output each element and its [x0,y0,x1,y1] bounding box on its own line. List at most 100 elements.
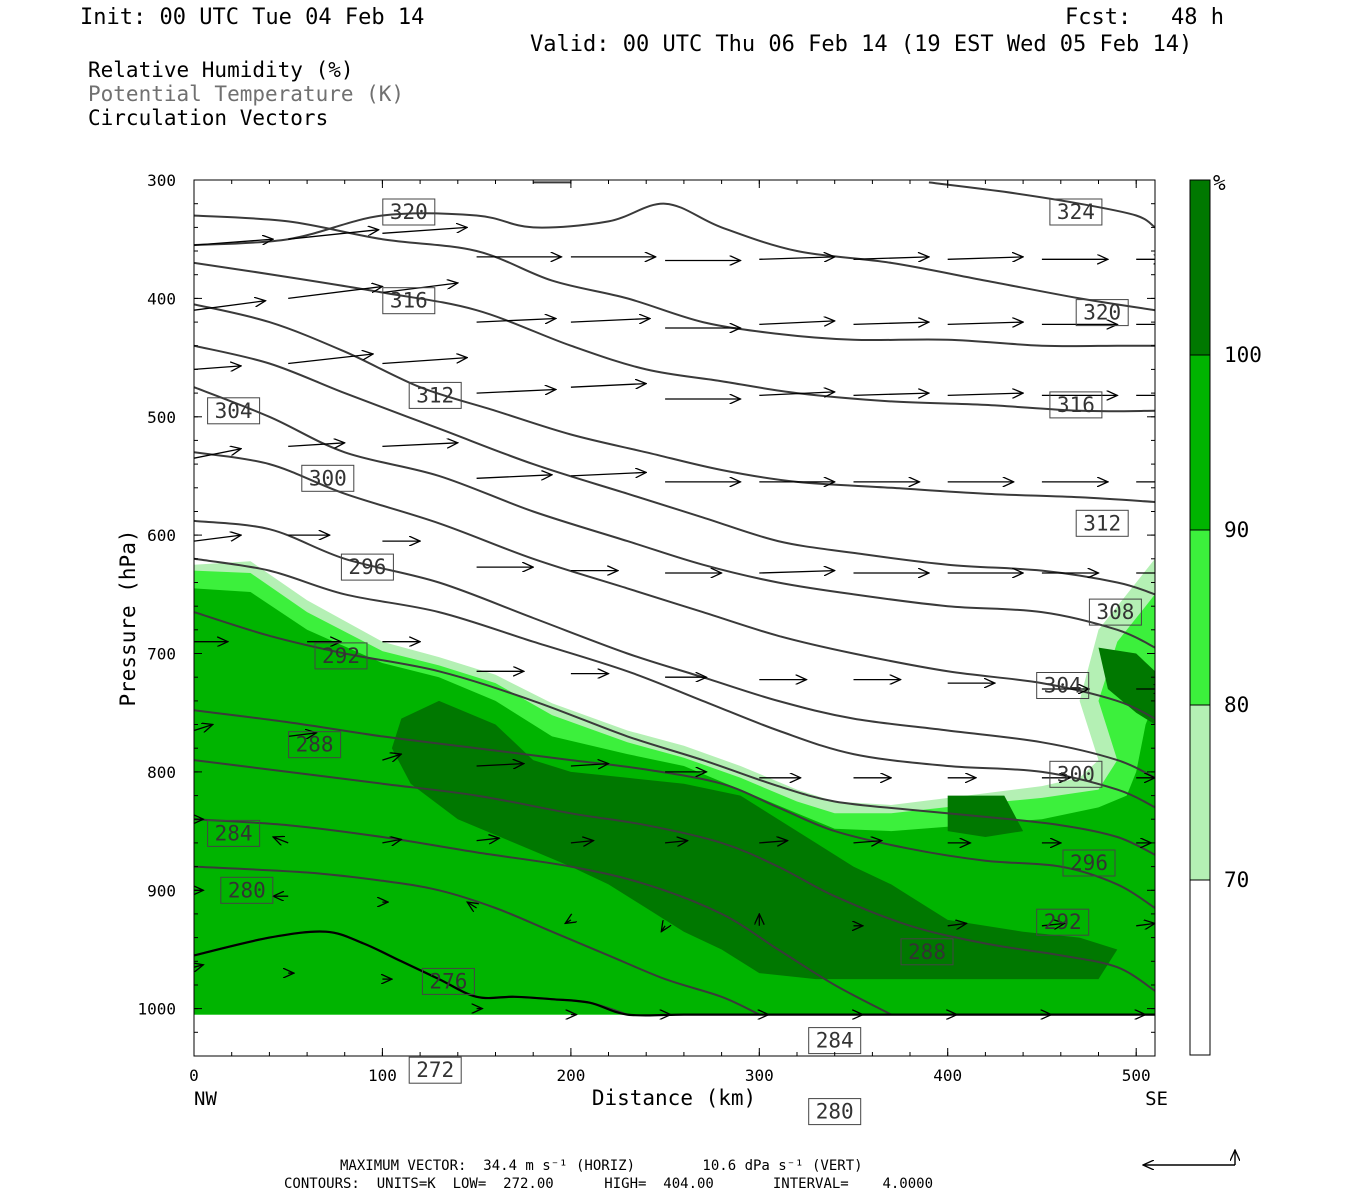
circulation-vector-19 [947,322,1023,324]
contour-label-text: 280 [228,878,266,902]
contour-label-288: 288 [288,731,342,759]
contour-label-276: 276 [421,967,475,995]
x-tick-label-500: 500 [1122,1066,1151,1085]
contour-label-296: 296 [1062,849,1116,877]
contour-label-text: 312 [416,383,454,407]
rh-region-100-3 [391,700,1118,980]
contour-label-text: 288 [296,733,334,757]
theta-contour-296 [194,557,1155,809]
contour-label-text: 308 [1096,600,1134,624]
theta-contour-280 [194,818,892,1016]
circulation-vector-99 [194,965,203,967]
axis-layer: 300 400 500 600 700 800 900 1000 0 100 200 300 400 50… [137,171,1155,1085]
contour-label-292: 292 [1036,908,1090,936]
contour-label-text: 292 [322,644,360,668]
contour-label-text: 276 [429,969,467,993]
circulation-vector-24 [382,358,467,365]
colorbar-segment-1 [1189,704,1211,881]
contour-label-320: 320 [1075,299,1129,327]
forecast-hour: Fcst: 48 h [1065,5,1224,30]
circulation-vector-36 [476,475,552,479]
x-endpoint-left: NW [194,1088,217,1110]
x-tick-label-100: 100 [368,1066,397,1085]
contour-label-text: 292 [1044,910,1082,934]
circulation-vector-18 [853,322,929,324]
contour-label-text: 284 [816,1029,854,1053]
theta-contour-316 [194,303,1155,503]
contour-label-324: 324 [1049,198,1103,226]
contour-label-280: 280 [808,1098,862,1126]
circulation-vector-30 [947,393,1023,395]
x-tick-label-200: 200 [556,1066,585,1085]
circulation-vector-7 [853,257,929,259]
circulation-vector-11 [194,301,266,311]
circulation-vector-37 [570,472,646,476]
vector-layer [194,227,1155,1014]
theta-contour-324 [194,214,1155,348]
y-tick-label-900: 900 [147,881,176,900]
theta-contour-300 [194,519,1155,779]
contour-label-text: 312 [1083,511,1121,535]
contour-label-316: 316 [382,287,436,315]
contour-label-312: 312 [1075,509,1129,537]
contour-label-300: 300 [1049,760,1103,788]
circulation-vector-69 [476,764,524,766]
contour-label-308: 308 [1088,598,1142,626]
terrain-line [194,930,1155,1017]
theta-contour-320 [194,261,1155,413]
contour-label-text: 320 [1083,301,1121,325]
contour-label-304: 304 [1036,672,1090,699]
x-tick-label-400: 400 [933,1066,962,1085]
reference-vector-icon [1143,1150,1235,1165]
contour-label-text: 296 [348,555,386,579]
theta-contour-292 [194,611,1155,856]
circulation-vector-28 [759,392,834,396]
theta-contour-284 [194,759,1155,992]
theta-contour-288 [194,709,1155,909]
theta-contour-328 [194,202,1155,312]
circulation-vector-97 [1041,923,1065,925]
contour-label-280: 280 [220,876,274,904]
contour-label-312: 312 [408,381,462,409]
circulation-vector-22 [194,366,241,370]
circulation-vector-80 [476,838,500,840]
circulation-vector-8 [947,257,1023,259]
theta-contour-276 [194,865,760,1016]
circulation-vector-67 [288,733,316,737]
circulation-vector-44 [194,535,241,542]
circulation-vector-70 [570,764,609,766]
contour-label-292: 292 [314,642,368,670]
contour-label-text: 304 [1044,674,1082,698]
y-tick-label-600: 600 [147,526,176,545]
terrain-layer [194,930,1155,1017]
circulation-vector-34 [288,443,345,447]
circulation-vector-96 [947,923,967,925]
y-tick-label-400: 400 [147,289,176,308]
circulation-vector-98 [1136,923,1155,925]
contour-label-text: 280 [816,1100,854,1124]
circulation-vector-1 [288,230,379,240]
contour-label-272: 272 [408,1056,462,1084]
circulation-vector-12 [288,287,382,300]
circulation-vector-26 [570,384,646,388]
circulation-vector-14 [476,319,556,323]
colorbar-level-80: 80 [1224,693,1249,717]
contour-label-284: 284 [808,1027,862,1055]
field-rh-label: Relative Humidity (%) [88,58,354,82]
x-axis-label: Distance (km) [592,1086,756,1110]
contour-label-text: 304 [215,399,253,423]
rh-region-100-5 [1098,647,1155,725]
contour-label-text: 296 [1070,851,1108,875]
colorbar-level-70: 70 [1224,868,1249,892]
y-tick-label-800: 800 [147,763,176,782]
contour-label-text: 316 [1057,393,1095,417]
x-endpoint-right: SE [1145,1088,1168,1110]
theta-contour-336 [928,181,1155,229]
circulation-vector-79 [382,839,401,843]
circulation-vector-29 [853,393,929,395]
footer-contours: CONTOURS: UNITS=K LOW= 272.00 HIGH= 404.… [284,1176,934,1192]
circulation-vector-92 [565,920,571,924]
rh-fill-layer [194,558,1155,1015]
footer-max-vector: MAXIMUM VECTOR: 34.4 m s⁻¹ (HORIZ) 10.6 … [340,1158,863,1174]
circulation-vector-33 [194,449,241,459]
